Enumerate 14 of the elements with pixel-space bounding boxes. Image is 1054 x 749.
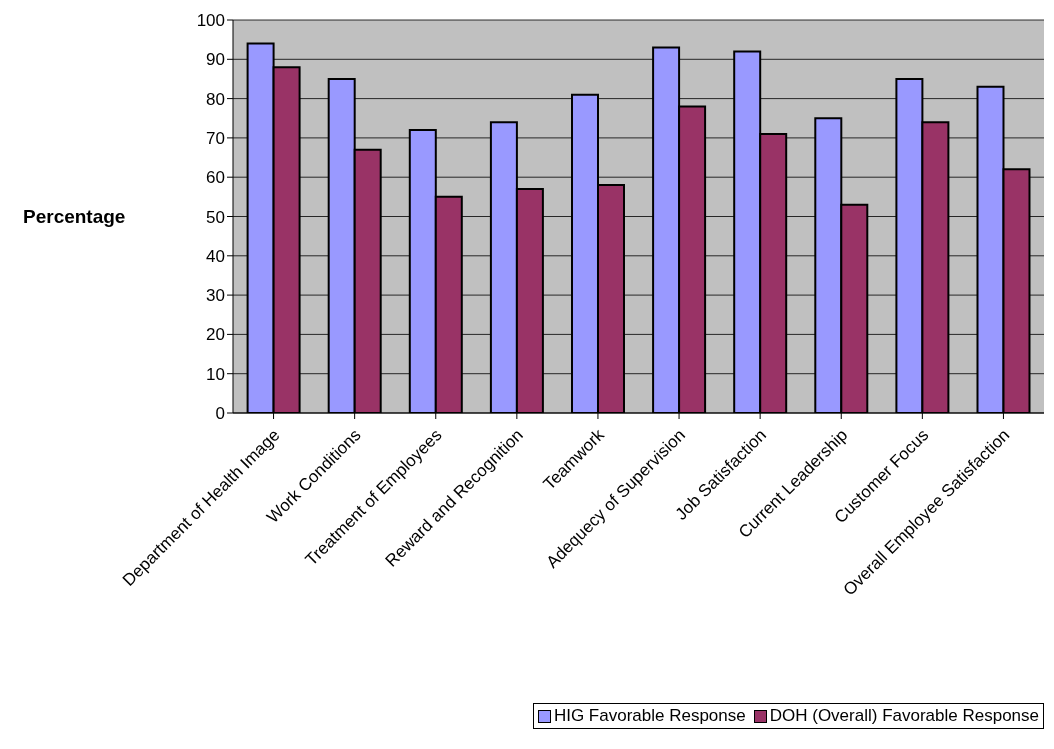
y-axis-title: Percentage [23, 206, 126, 228]
y-tick-label: 100 [196, 11, 225, 31]
y-tick-label: 40 [206, 246, 225, 266]
legend-label: DOH (Overall) Favorable Response [768, 706, 1039, 726]
y-tick-label: 70 [206, 128, 225, 148]
y-tick-label: 0 [215, 404, 225, 424]
y-tick-label: 20 [206, 325, 225, 345]
y-tick-label: 60 [206, 168, 225, 188]
y-tick-label: 50 [206, 207, 225, 227]
y-tick-label: 80 [206, 89, 225, 109]
y-tick-label: 90 [206, 50, 225, 70]
y-tick-label: 10 [206, 364, 225, 384]
y-tick-label: 30 [206, 286, 225, 306]
legend-label: HIG Favorable Response [552, 706, 746, 726]
